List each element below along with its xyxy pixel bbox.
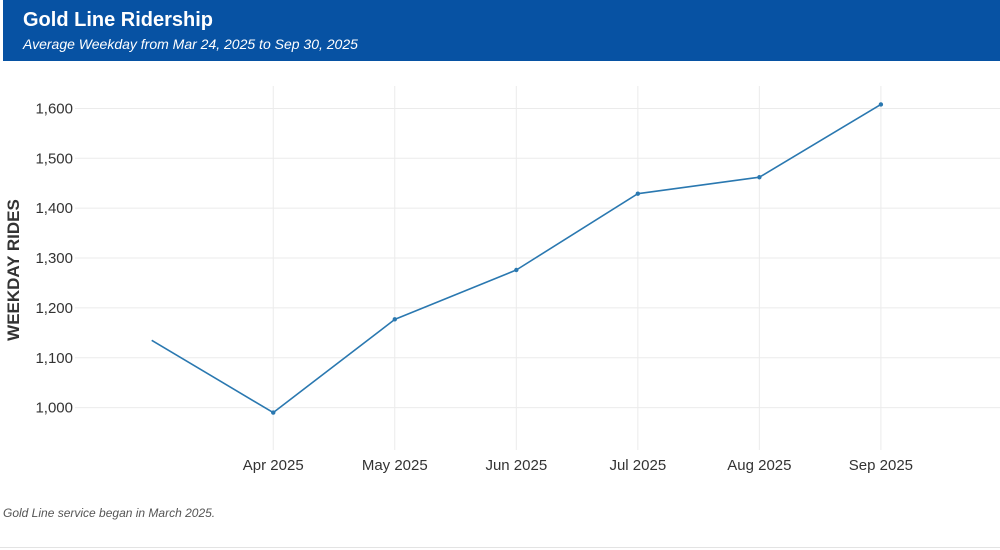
data-point[interactable] — [271, 410, 276, 415]
chart-title: Gold Line Ridership — [23, 9, 214, 31]
data-point[interactable] — [392, 317, 397, 322]
y-tick-label: 1,500 — [35, 150, 73, 167]
y-tick-label: 1,200 — [35, 300, 73, 317]
x-tick-label: May 2025 — [362, 457, 428, 474]
x-tick-label: Aug 2025 — [727, 457, 791, 474]
x-tick-label: Sep 2025 — [849, 457, 913, 474]
chart-subtitle: Average Weekday from Mar 24, 2025 to Sep… — [23, 36, 358, 52]
y-tick-label: 1,600 — [35, 100, 73, 117]
y-tick-label: 1,100 — [35, 350, 73, 367]
series-layer — [151, 102, 884, 415]
x-tick-label: Jul 2025 — [609, 457, 666, 474]
data-point[interactable] — [757, 175, 762, 180]
y-axis-label: WEEKDAY RIDES — [4, 199, 23, 341]
chart-header: Gold Line Ridership Average Weekday from… — [3, 0, 1000, 61]
data-point[interactable] — [635, 191, 641, 196]
y-tick-label: 1,400 — [35, 200, 73, 217]
ridership-line-chart: 1,000 1,100 1,200 1,300 1,400 1,500 1,600 Apr … — [4, 86, 1000, 474]
data-point[interactable] — [514, 267, 519, 273]
x-axis-ticks: Apr 2025 May 2025 Jun 2025 Jul 2025 Aug 2025… — [243, 457, 913, 474]
x-tick-label: Apr 2025 — [243, 457, 304, 474]
y-tick-label: 1,000 — [35, 400, 73, 417]
y-axis-ticks: 1,000 1,100 1,200 1,300 1,400 1,500 1,600 — [35, 100, 73, 416]
x-tick-label: Jun 2025 — [485, 457, 547, 474]
y-tick-label: 1,300 — [35, 250, 73, 267]
footnote: Gold Line service began in March 2025. — [3, 506, 216, 520]
grid-lines — [75, 86, 1000, 450]
bottom-divider — [0, 547, 1000, 548]
data-point[interactable] — [878, 102, 884, 107]
